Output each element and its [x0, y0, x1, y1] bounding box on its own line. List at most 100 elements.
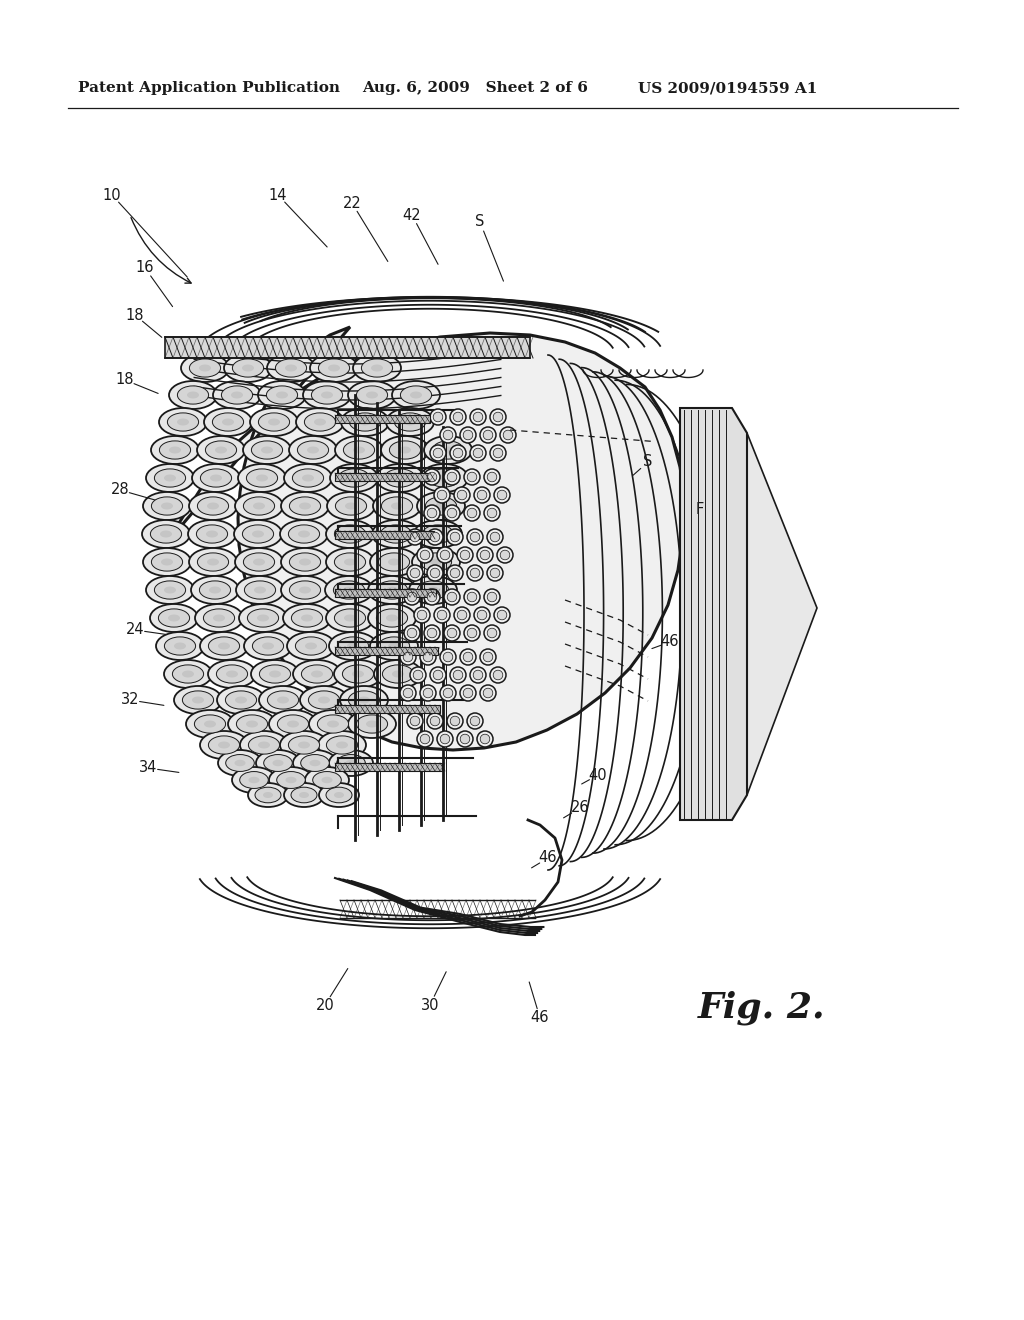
Ellipse shape [232, 767, 276, 793]
Ellipse shape [259, 686, 307, 714]
Circle shape [483, 688, 493, 698]
Circle shape [487, 508, 497, 517]
Ellipse shape [255, 787, 281, 803]
Circle shape [450, 667, 466, 682]
Ellipse shape [386, 408, 434, 436]
Ellipse shape [189, 492, 237, 520]
Circle shape [467, 473, 477, 482]
Circle shape [427, 628, 437, 638]
Ellipse shape [424, 436, 472, 465]
Circle shape [444, 506, 460, 521]
Ellipse shape [290, 553, 321, 572]
Ellipse shape [167, 413, 199, 432]
Circle shape [484, 506, 500, 521]
Ellipse shape [301, 665, 333, 684]
Ellipse shape [159, 408, 207, 436]
Circle shape [427, 565, 443, 581]
Ellipse shape [374, 660, 422, 688]
Ellipse shape [169, 446, 181, 454]
Ellipse shape [295, 636, 327, 655]
Ellipse shape [390, 531, 402, 537]
Circle shape [463, 430, 473, 440]
Ellipse shape [435, 503, 447, 510]
Circle shape [467, 508, 477, 517]
Circle shape [470, 532, 480, 541]
Ellipse shape [249, 737, 280, 754]
Ellipse shape [327, 737, 357, 754]
Ellipse shape [182, 671, 194, 677]
Circle shape [423, 652, 433, 661]
Ellipse shape [278, 697, 289, 704]
Circle shape [420, 734, 430, 743]
Ellipse shape [342, 665, 374, 684]
Circle shape [447, 508, 457, 517]
Ellipse shape [222, 418, 234, 425]
Ellipse shape [247, 469, 278, 487]
Ellipse shape [156, 632, 204, 660]
Ellipse shape [186, 710, 234, 738]
Circle shape [497, 546, 513, 564]
Circle shape [444, 469, 460, 484]
Ellipse shape [200, 731, 248, 759]
Circle shape [427, 529, 443, 545]
Ellipse shape [159, 609, 189, 627]
Circle shape [463, 688, 473, 698]
Ellipse shape [198, 553, 228, 572]
Ellipse shape [420, 465, 468, 492]
Ellipse shape [250, 408, 298, 436]
Ellipse shape [189, 548, 237, 576]
Circle shape [400, 685, 416, 701]
Ellipse shape [336, 496, 367, 515]
Ellipse shape [215, 446, 227, 454]
Circle shape [490, 532, 500, 541]
Ellipse shape [325, 576, 373, 605]
Circle shape [434, 487, 450, 503]
Ellipse shape [253, 558, 265, 565]
Ellipse shape [330, 465, 378, 492]
Circle shape [500, 426, 516, 444]
Circle shape [470, 568, 480, 578]
Ellipse shape [372, 520, 420, 548]
Ellipse shape [225, 690, 257, 709]
Ellipse shape [366, 721, 378, 727]
Circle shape [494, 487, 510, 503]
Circle shape [437, 490, 446, 500]
Ellipse shape [327, 721, 339, 727]
Ellipse shape [352, 671, 364, 677]
Circle shape [404, 589, 420, 605]
Circle shape [487, 628, 497, 638]
Ellipse shape [243, 525, 273, 543]
Ellipse shape [240, 772, 268, 788]
Circle shape [440, 550, 450, 560]
Text: 30: 30 [421, 998, 439, 1012]
Ellipse shape [334, 581, 365, 599]
Ellipse shape [281, 492, 329, 520]
Circle shape [460, 550, 470, 560]
Ellipse shape [335, 553, 366, 572]
Ellipse shape [356, 385, 388, 404]
Text: 20: 20 [315, 998, 335, 1012]
Circle shape [460, 685, 476, 701]
Ellipse shape [232, 359, 263, 378]
Circle shape [444, 589, 460, 605]
Polygon shape [335, 647, 438, 655]
Ellipse shape [327, 492, 375, 520]
Ellipse shape [168, 615, 180, 622]
Text: Patent Application Publication: Patent Application Publication [78, 81, 340, 95]
Ellipse shape [267, 690, 299, 709]
Ellipse shape [150, 605, 198, 632]
Ellipse shape [293, 469, 324, 487]
Ellipse shape [224, 354, 272, 381]
Circle shape [451, 717, 460, 726]
Circle shape [451, 568, 460, 578]
Circle shape [457, 490, 467, 500]
Circle shape [414, 671, 423, 680]
Ellipse shape [289, 525, 319, 543]
Ellipse shape [321, 392, 333, 399]
Ellipse shape [151, 525, 181, 543]
Ellipse shape [307, 446, 319, 454]
Ellipse shape [389, 441, 421, 459]
Ellipse shape [201, 469, 231, 487]
Ellipse shape [252, 441, 283, 459]
Circle shape [460, 734, 470, 743]
